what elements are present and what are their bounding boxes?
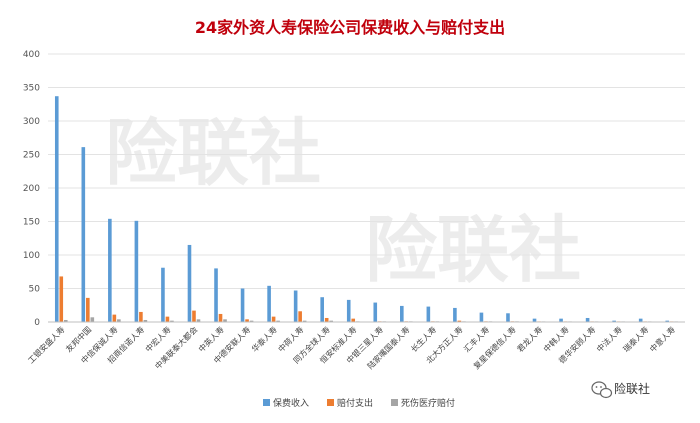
bar-0-18	[532, 318, 537, 322]
category-label: 中法人寿	[594, 324, 624, 354]
bar-0-10	[320, 297, 324, 322]
bar-2-7	[249, 320, 254, 322]
bar-0-16	[479, 312, 484, 322]
legend-label-1: 赔付支出	[337, 397, 373, 409]
bar-1-3	[139, 311, 143, 322]
bar-0-0	[54, 96, 59, 323]
bar-2-8	[276, 320, 280, 322]
bar-0-19	[559, 318, 563, 322]
y-tick-label: 100	[23, 251, 40, 261]
bar-1-2	[112, 314, 117, 322]
bar-0-23	[665, 320, 670, 322]
bar-0-5	[187, 244, 192, 322]
bar-0-7	[240, 288, 245, 322]
bar-0-9	[293, 290, 298, 322]
bar-2-3	[143, 319, 148, 322]
bar-1-11	[351, 318, 356, 322]
bar-0-17	[506, 313, 510, 322]
bar-2-9	[302, 320, 307, 322]
grid-lines	[48, 53, 685, 289]
bar-2-0	[63, 319, 68, 322]
y-tick-label: 200	[23, 184, 40, 194]
bar-0-11	[346, 299, 351, 322]
x-axis-categories: 工银安盛人寿友邦中国中信保诚人寿招商信诺人寿中宏人寿中美联泰大都会中英人寿中德安…	[26, 324, 677, 371]
wechat-icon	[591, 381, 613, 399]
y-axis-ticks: 0 50 100 150 200 250 300 350 400	[23, 50, 40, 328]
y-tick-label: 250	[23, 151, 40, 161]
bar-0-22	[638, 318, 643, 322]
bar-2-2	[117, 319, 121, 322]
bar-0-14	[426, 306, 431, 322]
bar-1-7	[245, 319, 249, 322]
legend: 保费收入 赔付支出 死伤医疗赔付	[263, 397, 455, 409]
y-tick-label: 350	[23, 84, 40, 94]
watermark-text-2: 险联社	[365, 208, 581, 292]
brand-mark: 险联社	[591, 381, 650, 399]
watermark-text-1: 险联社	[105, 111, 321, 195]
legend-label-0: 保费收入	[273, 397, 309, 409]
y-tick-label: 300	[23, 117, 40, 127]
bar-2-5	[196, 319, 201, 322]
y-tick-label: 400	[23, 50, 40, 60]
y-tick-label: 50	[29, 285, 41, 295]
bar-0-4	[161, 267, 165, 322]
category-label: 瑞泰人寿	[621, 324, 651, 354]
bar-1-8	[271, 316, 276, 322]
bar-0-1	[81, 147, 86, 322]
y-tick-label: 0	[34, 318, 40, 328]
bar-1-15	[457, 320, 462, 322]
bar-1-9	[298, 311, 302, 322]
bar-1-10	[324, 317, 329, 322]
bar-1-1	[86, 297, 90, 322]
category-label: 中意人寿	[647, 324, 677, 354]
legend-swatch-1	[327, 399, 334, 406]
bar-1-0	[59, 276, 64, 322]
legend-swatch-0	[263, 399, 270, 406]
bar-1-4	[165, 316, 170, 322]
brand-label: 险联社	[614, 381, 650, 396]
bar-2-6	[223, 319, 227, 322]
bar-1-5	[192, 310, 196, 322]
bar-0-3	[134, 220, 139, 322]
bar-0-21	[612, 320, 616, 322]
bar-0-6	[214, 268, 218, 322]
category-label: 华泰人寿	[249, 324, 279, 354]
bar-2-4	[170, 320, 174, 322]
category-label: 君龙人寿	[515, 324, 545, 354]
bar-0-20	[585, 317, 590, 322]
chart-title: 24家外资人寿保险公司保费收入与赔付支出	[195, 18, 505, 37]
bar-0-15	[453, 307, 457, 322]
bar-1-6	[218, 313, 223, 322]
bar-2-10	[329, 320, 333, 322]
bar-2-1	[90, 317, 95, 322]
legend-swatch-2	[391, 399, 398, 406]
bar-0-2	[108, 218, 112, 322]
bar-0-8	[267, 285, 271, 322]
watermarks: 险联社 险联社	[105, 111, 581, 292]
bar-0-12	[373, 302, 378, 322]
bar-0-13	[400, 305, 404, 322]
legend-label-2: 死伤医疗赔付	[401, 397, 455, 409]
y-tick-label: 150	[23, 218, 40, 228]
category-label: 工银安盛人寿	[26, 324, 67, 365]
